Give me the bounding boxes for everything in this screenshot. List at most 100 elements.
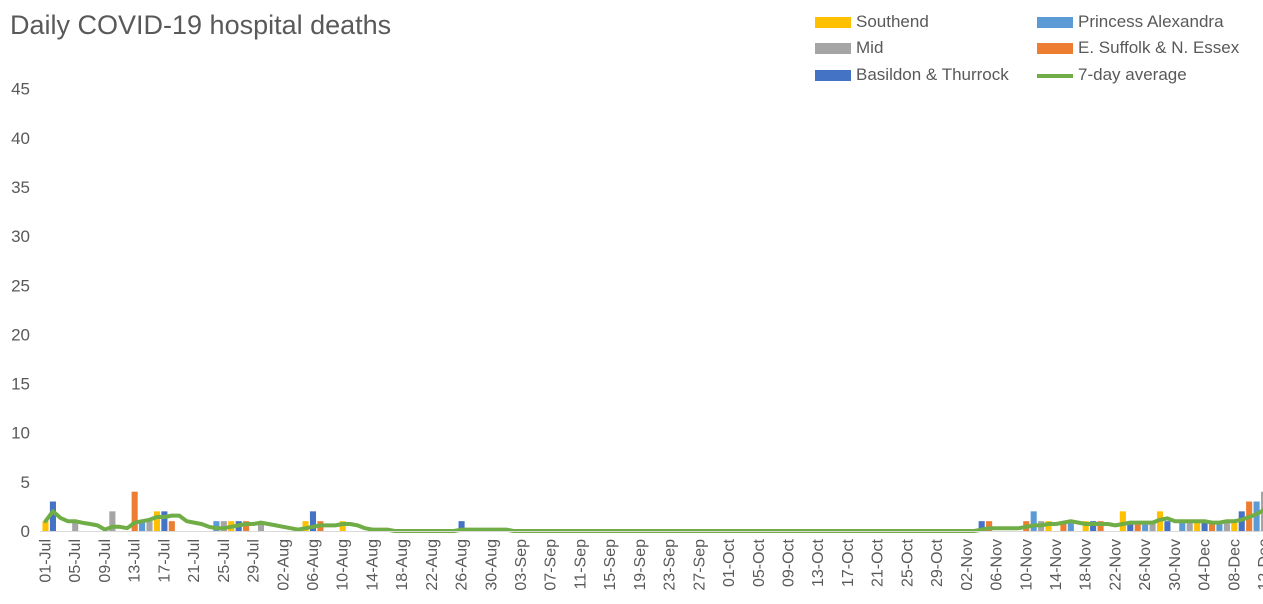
x-tick-label: 09-Oct	[781, 538, 798, 587]
bar-segment-southend	[1194, 521, 1201, 531]
legend-swatch-essex	[1037, 43, 1073, 54]
x-tick-label: 02-Aug	[275, 539, 292, 591]
bar-segment-basildon	[1127, 521, 1134, 531]
x-tick-label: 22-Aug	[424, 539, 441, 591]
x-tick-label: 21-Oct	[870, 538, 887, 587]
bar-segment-mid	[146, 521, 153, 531]
x-tick-label: 27-Sep	[691, 539, 708, 591]
bar-segment-basildon	[1201, 521, 1208, 531]
x-tick-label: 22-Nov	[1107, 539, 1124, 591]
legend-label-southend: Southend	[856, 12, 929, 31]
x-tick-label: 17-Oct	[840, 538, 857, 587]
x-tick-label: 29-Oct	[929, 538, 946, 587]
bar-segment-mid	[220, 521, 227, 531]
series-line-average	[43, 508, 1263, 533]
legend-swatch-alexandra	[1037, 17, 1073, 28]
bar-segment-southend	[1231, 521, 1238, 531]
bar-segment-essex	[1208, 521, 1216, 531]
x-tick-label: 10-Nov	[1018, 539, 1035, 591]
legend-label-alexandra: Princess Alexandra	[1078, 12, 1224, 31]
x-tick-label: 26-Nov	[1137, 539, 1154, 591]
bar-segment-southend	[42, 521, 49, 531]
bar-segment-alexandra	[139, 521, 146, 531]
bar-segment-southend	[1045, 521, 1052, 531]
y-tick-label: 15	[11, 375, 30, 394]
y-tick-label: 35	[11, 178, 30, 197]
x-tick-label: 25-Jul	[216, 539, 233, 583]
bar-segment-basildon	[49, 501, 56, 531]
bar-segment-southend	[302, 521, 309, 531]
x-tick-label: 01-Jul	[38, 539, 55, 583]
y-axis: 0 5 10 15 20 25 30 35 40 45	[11, 80, 30, 541]
y-tick-label: 10	[11, 424, 30, 443]
x-tick-label: 18-Aug	[394, 539, 411, 591]
x-tick-label: 05-Oct	[751, 538, 768, 587]
x-tick-label: 04-Dec	[1197, 539, 1214, 591]
x-tick-label: 26-Aug	[454, 539, 471, 591]
x-tick-label: 06-Nov	[989, 539, 1006, 591]
y-tick-label: 5	[21, 473, 30, 492]
legend-label-essex: E. Suffolk & N. Essex	[1078, 38, 1240, 57]
bar-segment-basildon	[978, 521, 985, 531]
bar-segment-basildon	[1164, 521, 1171, 531]
average-line	[43, 508, 1263, 533]
y-tick-label: 20	[11, 325, 30, 344]
x-tick-label: 30-Aug	[483, 539, 500, 591]
x-tick-label: 08-Dec	[1226, 539, 1243, 591]
legend-swatch-southend	[815, 17, 851, 28]
bar-segment-essex	[243, 521, 250, 531]
x-tick-label: 14-Nov	[1048, 539, 1065, 591]
bar-segment-alexandra	[1253, 501, 1260, 531]
legend-swatch-average	[1037, 74, 1073, 78]
x-axis: 01-Jul 05-Jul 09-Jul 13-Jul 17-Jul 21-Jul 25-J…	[38, 531, 1263, 591]
bar-segment-alexandra	[1179, 521, 1186, 531]
bar-segment-basildon	[309, 511, 317, 531]
bar-segment-essex	[1060, 521, 1067, 531]
x-tick-label: 19-Sep	[632, 539, 649, 591]
legend-swatch-basildon	[815, 70, 851, 81]
chart-title: Daily COVID-19 hospital deaths	[10, 10, 392, 40]
x-tick-label: 30-Nov	[1167, 539, 1184, 591]
x-tick-label: 11-Sep	[572, 539, 589, 590]
x-tick-label: 18-Nov	[1078, 539, 1095, 591]
legend-label-mid: Mid	[856, 38, 884, 57]
x-tick-label: 21-Jul	[186, 539, 203, 583]
y-tick-label: 40	[11, 129, 30, 148]
x-tick-label: 29-Jul	[246, 539, 263, 583]
bar-segment-essex	[131, 491, 138, 531]
bar-segment-alexandra	[213, 521, 220, 531]
bar-segment-essex	[1134, 521, 1141, 531]
bar-segment-mid	[1223, 521, 1230, 531]
bar-segment-alexandra	[1067, 521, 1074, 531]
bar-segment-mid	[257, 521, 265, 531]
x-tick-label: 10-Aug	[335, 539, 352, 591]
legend-swatch-mid	[815, 43, 851, 54]
bar-segment-mid	[1149, 521, 1156, 531]
bar-segment-alexandra	[1142, 521, 1149, 531]
bar-segment-mid	[72, 521, 79, 531]
x-tick-label: 06-Aug	[305, 539, 322, 591]
x-tick-label: 17-Jul	[156, 539, 173, 583]
bar-segment-southend	[1082, 521, 1089, 531]
y-tick-label: 0	[21, 522, 30, 541]
x-tick-label: 15-Sep	[602, 539, 619, 591]
bar-segment-southend	[153, 511, 160, 531]
x-tick-label: 05-Jul	[67, 539, 84, 583]
bar-segment-basildon	[458, 521, 465, 531]
y-tick-label: 25	[11, 276, 30, 295]
bar-segment-essex	[1097, 521, 1104, 531]
legend-label-basildon: Basildon & Thurrock	[856, 65, 1009, 84]
bar-segment-southend	[339, 521, 346, 531]
bar-segment-essex	[168, 521, 175, 531]
x-tick-label: 13-Jul	[127, 539, 144, 583]
bar-segment-basildon	[161, 511, 168, 531]
bars	[42, 491, 1263, 531]
bar-segment-mid	[109, 511, 116, 531]
x-tick-label: 02-Nov	[959, 539, 976, 591]
bar-segment-mid	[1186, 521, 1193, 531]
x-tick-label: 09-Jul	[97, 539, 114, 583]
x-tick-label: 03-Sep	[513, 539, 530, 591]
y-tick-label: 30	[11, 227, 30, 246]
x-tick-label: 13-Oct	[810, 538, 827, 587]
bar-segment-alexandra	[1030, 511, 1037, 531]
